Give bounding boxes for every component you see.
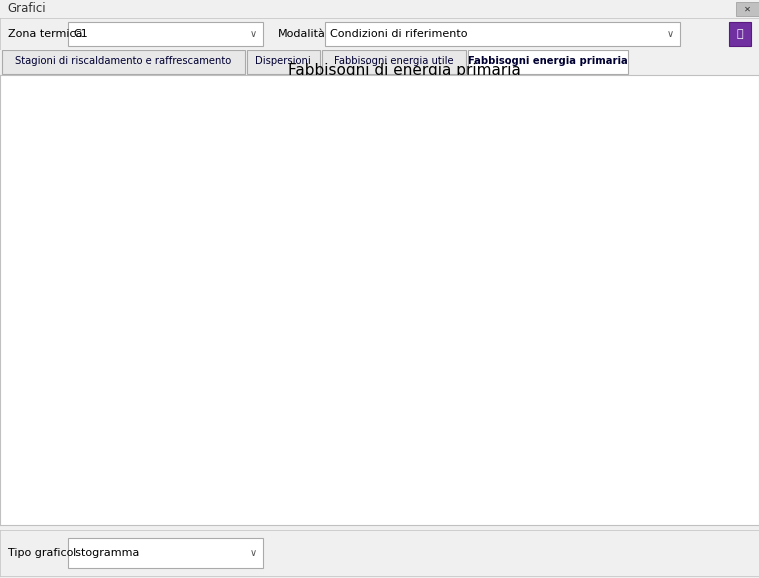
Text: 6,1: 6,1 xyxy=(323,441,340,451)
Legend: EPnren, EPren: EPnren, EPren xyxy=(337,547,471,566)
Text: Modalità: Modalità xyxy=(278,29,326,39)
Text: Stagioni di riscaldamento e raffrescamento: Stagioni di riscaldamento e raffrescamen… xyxy=(15,57,231,66)
Text: Tipo grafico: Tipo grafico xyxy=(8,548,74,558)
Text: 5,2: 5,2 xyxy=(430,446,447,455)
Bar xyxy=(99,117,137,484)
Bar xyxy=(313,454,351,484)
Text: 1,2: 1,2 xyxy=(468,466,485,476)
Title: Fabbisogni di energia primaria: Fabbisogni di energia primaria xyxy=(288,64,521,79)
Text: Fabbisogni energia primaria: Fabbisogni energia primaria xyxy=(468,57,628,66)
Text: 1,5: 1,5 xyxy=(361,464,378,474)
Bar xyxy=(468,50,628,74)
Text: Condizioni di riferimento: Condizioni di riferimento xyxy=(330,29,468,39)
Text: Istogramma: Istogramma xyxy=(73,548,140,558)
Bar xyxy=(137,134,174,484)
Bar xyxy=(244,410,281,484)
Text: 62,0: 62,0 xyxy=(213,163,236,173)
Bar xyxy=(325,22,680,46)
Text: 9,8: 9,8 xyxy=(575,423,592,433)
Bar xyxy=(736,2,759,16)
Bar xyxy=(565,436,603,484)
Text: 14,9: 14,9 xyxy=(250,398,274,407)
Bar xyxy=(68,22,263,46)
Text: C1: C1 xyxy=(73,29,88,39)
Bar xyxy=(458,479,495,484)
Text: ∨: ∨ xyxy=(666,29,673,39)
Text: ∨: ∨ xyxy=(250,29,257,39)
Text: 0,0: 0,0 xyxy=(645,472,661,481)
Text: 73,9: 73,9 xyxy=(106,104,129,114)
Bar xyxy=(247,50,320,74)
Text: 40,8: 40,8 xyxy=(534,269,558,279)
Text: Fabbisogni energia utile: Fabbisogni energia utile xyxy=(334,57,453,66)
Bar xyxy=(322,50,465,74)
Bar xyxy=(2,50,245,74)
Y-axis label: Fabbisogni [kWh/m²]: Fabbisogni [kWh/m²] xyxy=(24,228,33,343)
Text: Dispersioni: Dispersioni xyxy=(255,57,311,66)
Text: 0,0: 0,0 xyxy=(682,472,699,481)
Text: Grafici: Grafici xyxy=(8,2,46,16)
Bar xyxy=(68,538,263,568)
Bar xyxy=(528,281,565,484)
Bar xyxy=(351,477,388,484)
Text: ∨: ∨ xyxy=(250,548,257,558)
Bar xyxy=(729,22,751,46)
Bar xyxy=(420,459,458,484)
Bar xyxy=(206,176,244,484)
Text: Zona termica: Zona termica xyxy=(8,29,83,39)
Text: 💾: 💾 xyxy=(737,29,743,39)
Text: ✕: ✕ xyxy=(744,5,751,13)
Text: 70,6: 70,6 xyxy=(143,120,167,130)
